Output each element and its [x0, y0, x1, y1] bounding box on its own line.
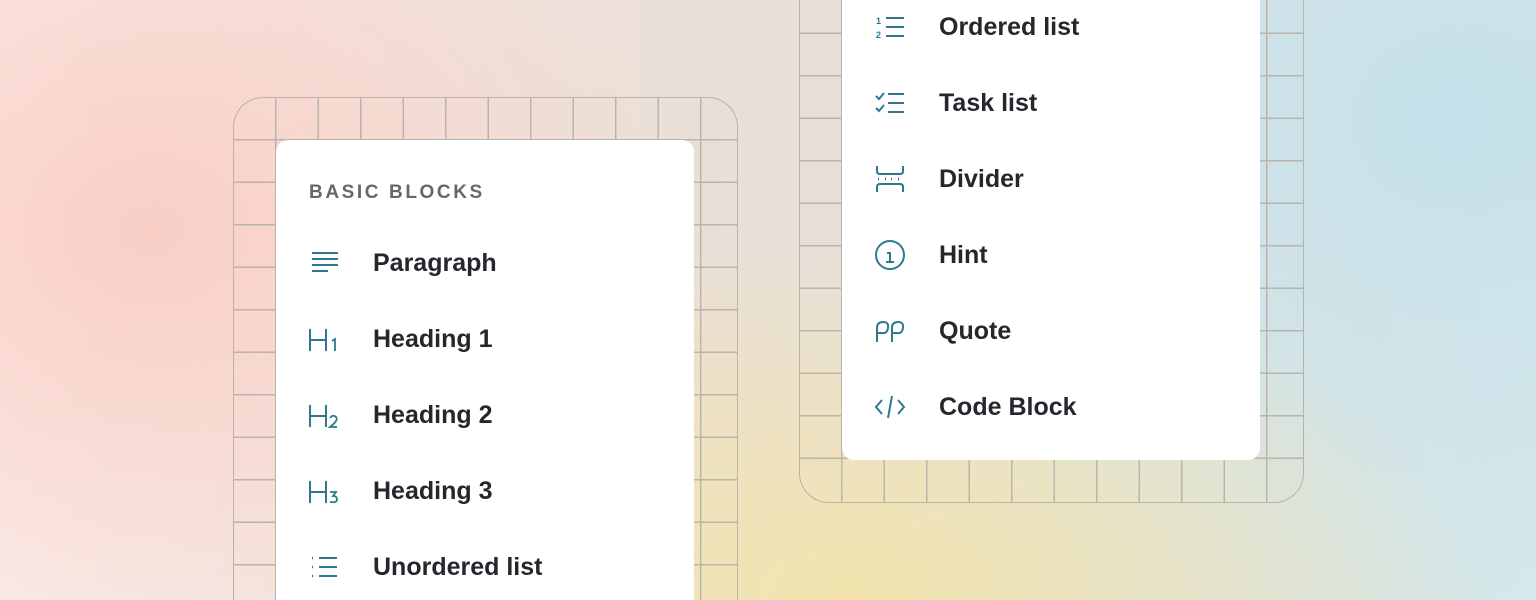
paragraph-icon — [306, 245, 342, 281]
menu-item-divider[interactable]: Divider — [842, 159, 1260, 199]
menu-item-paragraph[interactable]: Paragraph — [276, 243, 694, 283]
menu-item-label: Heading 3 — [373, 476, 493, 505]
divider-icon — [872, 161, 908, 197]
unordered-list-icon — [306, 549, 342, 585]
menu-item-label: Task list — [939, 88, 1038, 117]
heading-3-icon — [306, 473, 342, 509]
svg-text:1: 1 — [876, 16, 881, 26]
menu-item-label: Heading 1 — [373, 324, 493, 353]
info-icon — [872, 237, 908, 273]
menu-item-heading-1[interactable]: Heading 1 — [276, 319, 694, 359]
menu-item-heading-2[interactable]: Heading 2 — [276, 395, 694, 435]
section-title: BASIC BLOCKS — [309, 182, 485, 203]
task-list-icon — [872, 85, 908, 121]
menu-item-heading-3[interactable]: Heading 3 — [276, 471, 694, 511]
svg-text:2: 2 — [876, 30, 881, 40]
code-icon — [872, 389, 908, 425]
heading-2-icon — [306, 397, 342, 433]
quote-icon — [872, 313, 908, 349]
menu-item-unordered-list[interactable]: Unordered list — [276, 547, 694, 587]
menu-item-label: Unordered list — [373, 552, 543, 581]
menu-item-hint[interactable]: Hint — [842, 235, 1260, 275]
menu-item-quote[interactable]: Quote — [842, 311, 1260, 351]
menu-item-label: Heading 2 — [373, 400, 493, 429]
menu-item-label: Divider — [939, 164, 1024, 193]
heading-1-icon — [306, 321, 342, 357]
menu-item-label: Hint — [939, 240, 988, 269]
menu-item-task-list[interactable]: Task list — [842, 83, 1260, 123]
menu-item-label: Ordered list — [939, 12, 1080, 41]
left-block-menu: BASIC BLOCKS Paragraph Heading 1 Heading… — [276, 140, 694, 600]
menu-item-label: Code Block — [939, 392, 1077, 421]
menu-item-label: Quote — [939, 316, 1012, 345]
menu-item-code-block[interactable]: Code Block — [842, 387, 1260, 427]
menu-item-label: Paragraph — [373, 248, 497, 277]
